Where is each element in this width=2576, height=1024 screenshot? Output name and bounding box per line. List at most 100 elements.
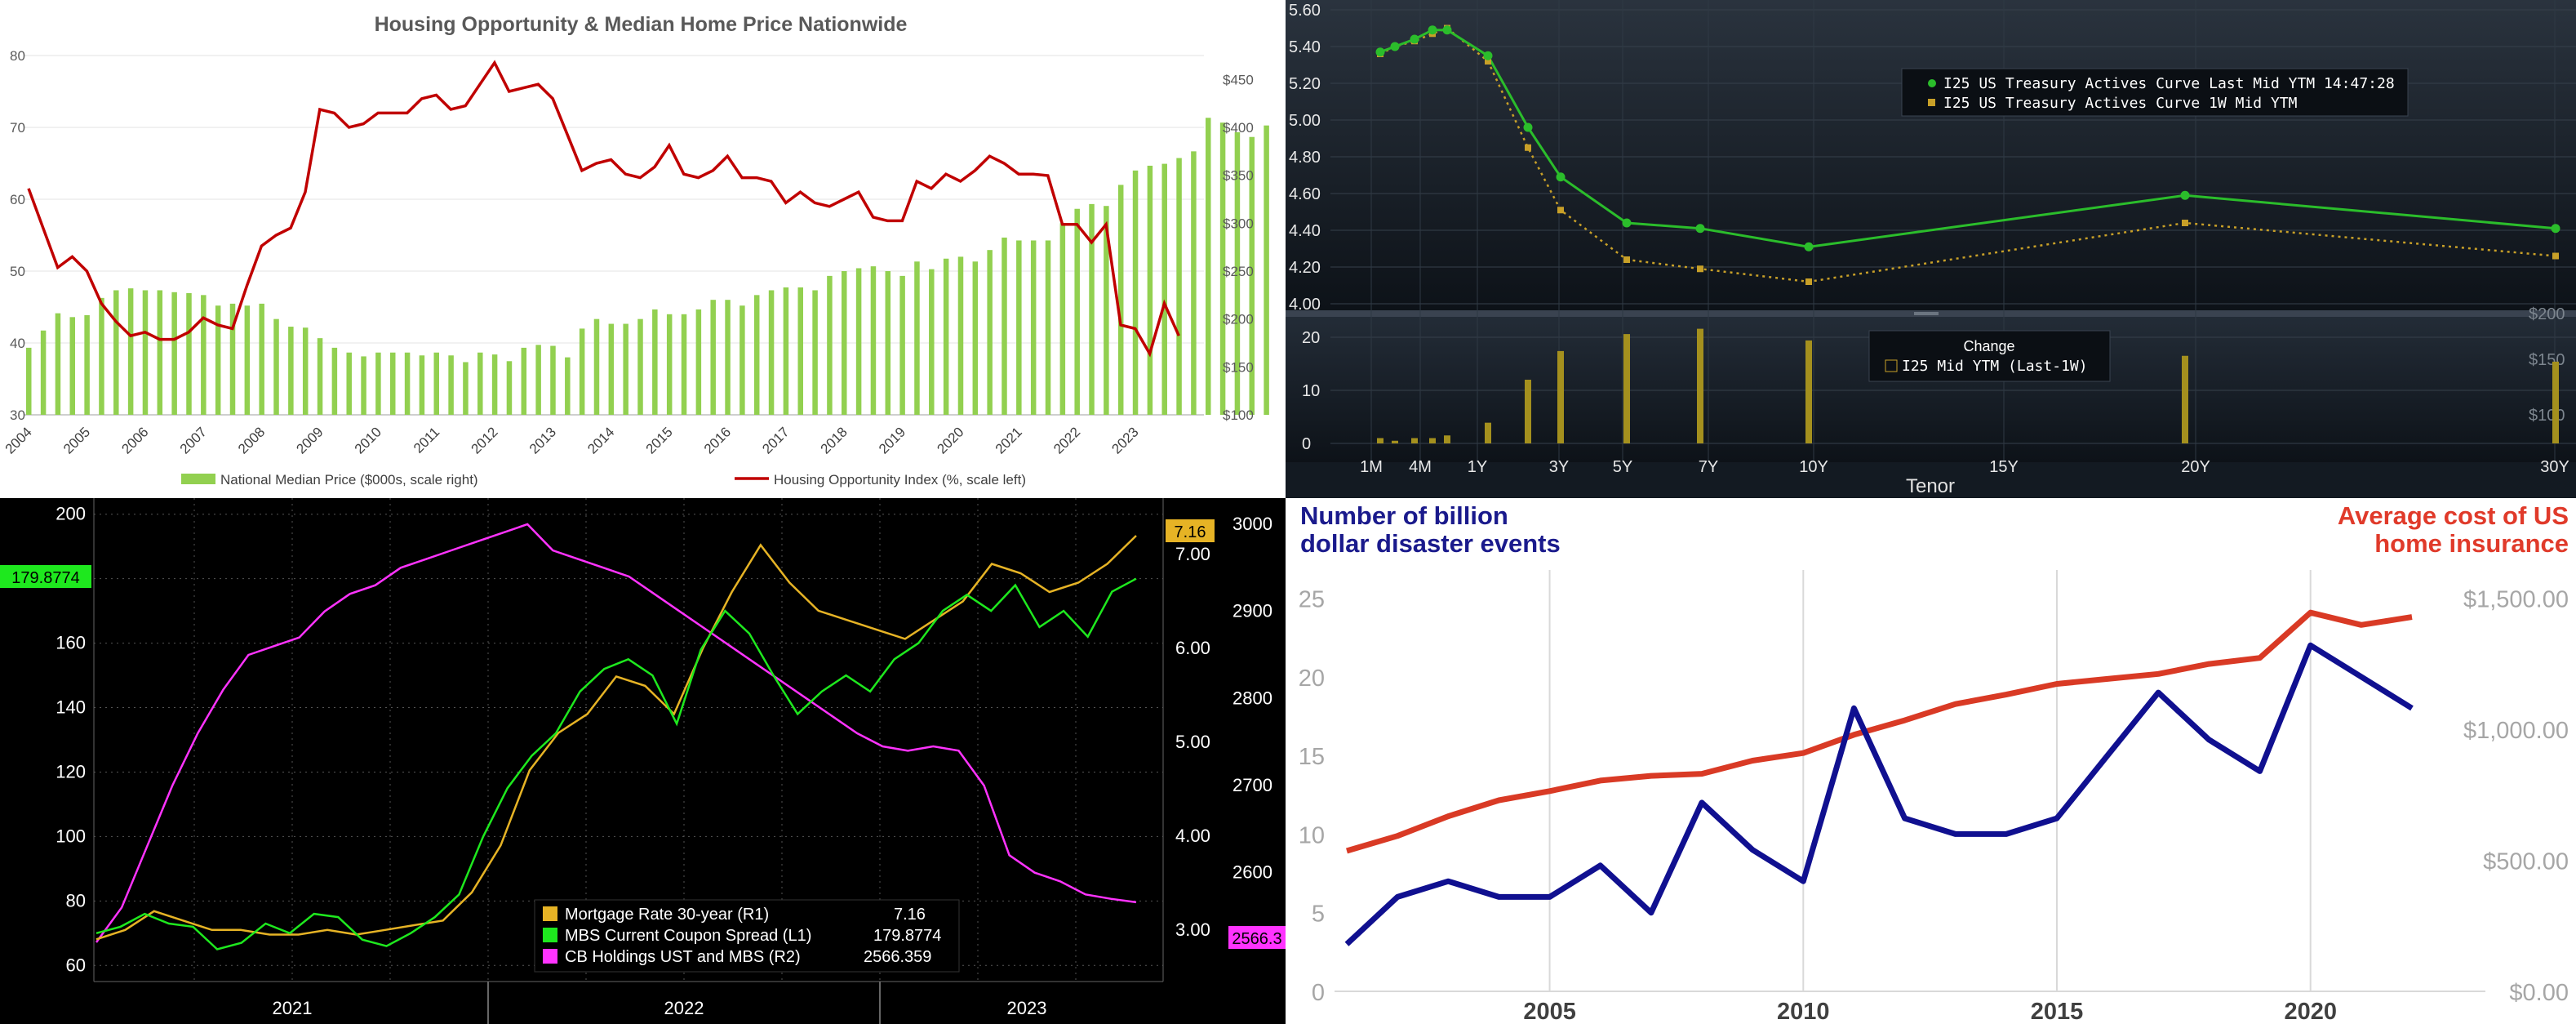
price-bar bbox=[710, 300, 716, 415]
week-curve-point bbox=[1525, 144, 1531, 151]
price-bar bbox=[1002, 237, 1007, 415]
price-bar bbox=[827, 275, 833, 415]
chart-title: Housing Opportunity & Median Home Price … bbox=[375, 13, 908, 36]
right-axis-tick: $250 bbox=[1223, 264, 1254, 279]
x-axis-tick: 2020 bbox=[934, 424, 966, 456]
x-axis-tick: 4M bbox=[1409, 458, 1432, 476]
r1-value-tag bbox=[1166, 519, 1215, 542]
price-bar bbox=[1206, 118, 1211, 415]
x-axis-tick: 2021 bbox=[273, 998, 313, 1018]
left-axis-tick: 140 bbox=[56, 697, 86, 718]
bottom-axis-tick: 10 bbox=[1302, 382, 1320, 400]
x-axis-tick: 7Y bbox=[1699, 458, 1718, 476]
last-curve-point bbox=[1442, 25, 1452, 35]
cb-holdings-line bbox=[95, 523, 1137, 943]
price-bar bbox=[521, 347, 527, 415]
price-bar bbox=[652, 309, 658, 415]
last-curve-point bbox=[2180, 190, 2190, 200]
left-axis-tick: 50 bbox=[10, 264, 25, 279]
price-bar bbox=[987, 250, 993, 415]
top-axis-tick: 5.20 bbox=[1289, 75, 1321, 93]
bottom-axis-tick: 0 bbox=[1302, 435, 1311, 453]
last-curve-point bbox=[1375, 47, 1385, 57]
price-bar bbox=[331, 347, 338, 415]
top-axis-tick: 4.40 bbox=[1289, 222, 1321, 240]
top-axis-tick: 5.00 bbox=[1289, 112, 1321, 130]
price-bar bbox=[1089, 203, 1095, 415]
r1-axis-tick: 3.00 bbox=[1175, 919, 1210, 940]
mbs-spread-chart: 2001801601401201008060 7.006.005.004.003… bbox=[0, 498, 1286, 1024]
change-bar bbox=[1485, 422, 1491, 443]
price-bar bbox=[186, 292, 192, 415]
price-bar bbox=[666, 314, 673, 415]
x-axis-tick: 2011 bbox=[411, 424, 442, 456]
week-curve-point bbox=[1623, 256, 1630, 263]
legend-hoi-label: Housing Opportunity Index (%, scale left… bbox=[774, 472, 1026, 488]
left-axis-tick: 200 bbox=[56, 504, 86, 524]
left-axis-tick: 5 bbox=[1312, 902, 1325, 928]
mbs-spread-svg: 2001801601401201008060 7.006.005.004.003… bbox=[0, 498, 1286, 1024]
left-axis-tick: 80 bbox=[66, 890, 86, 910]
price-bar bbox=[506, 361, 513, 415]
x-axis-tick: 30Y bbox=[2540, 458, 2569, 476]
price-bar bbox=[127, 288, 134, 415]
insurance-cost-line bbox=[1346, 609, 2413, 854]
x-axis-tick: 2009 bbox=[293, 424, 326, 456]
price-bar bbox=[288, 327, 294, 415]
r2-axis-tick: 2700 bbox=[1232, 775, 1272, 795]
left-axis-tick: 25 bbox=[1299, 587, 1325, 613]
x-axis-tick: 2007 bbox=[177, 424, 210, 456]
x-axis-tick: 2004 bbox=[2, 424, 35, 456]
right-axis-tick: $400 bbox=[1223, 120, 1254, 136]
last-curve-point bbox=[1804, 242, 1814, 252]
price-bar bbox=[1264, 125, 1269, 416]
r2-axis-tick: 2600 bbox=[1232, 862, 1272, 883]
price-bar bbox=[623, 323, 628, 415]
price-bar bbox=[84, 314, 90, 415]
legend-price-label: National Median Price ($000s, scale righ… bbox=[220, 472, 478, 488]
legend-mortgage-value: 7.16 bbox=[894, 906, 926, 924]
legend-mortgage-label: Mortgage Rate 30-year (R1) bbox=[565, 906, 769, 924]
price-bar bbox=[1132, 170, 1139, 416]
price-bar bbox=[40, 330, 47, 415]
x-axis-title: Tenor bbox=[1906, 475, 1955, 497]
last-curve-point bbox=[1483, 51, 1493, 60]
r2-axis-tick: 3000 bbox=[1232, 514, 1272, 534]
left-axis-tick: 10 bbox=[1299, 822, 1325, 848]
top-axis-tick: 4.20 bbox=[1289, 259, 1321, 277]
bottom-axis-tick: 20 bbox=[1302, 329, 1320, 347]
price-bar bbox=[842, 271, 847, 415]
hoi-series-line bbox=[27, 60, 1180, 358]
top-axis-tick: 5.40 bbox=[1289, 38, 1321, 56]
mortgage-rate-line bbox=[95, 535, 1137, 941]
price-bar bbox=[914, 261, 920, 415]
right-axis-tick: $150 bbox=[1223, 359, 1254, 375]
change-bar bbox=[1697, 328, 1703, 443]
price-bar bbox=[1176, 158, 1182, 415]
left-axis-tick: 15 bbox=[1299, 744, 1325, 770]
legend-swatch-week bbox=[1928, 99, 1935, 106]
left-value-tag bbox=[0, 565, 91, 588]
price-bar bbox=[535, 345, 541, 415]
legend-spread-label: MBS Current Coupon Spread (L1) bbox=[565, 927, 811, 945]
x-axis-tick: 2015 bbox=[2031, 999, 2084, 1024]
price-bar bbox=[317, 338, 323, 415]
price-bar bbox=[491, 354, 498, 415]
price-bar bbox=[1059, 223, 1066, 415]
treasury-curve-svg: 5.60 5.40 5.20 5.00 4.80 4.60 4.40 4.20 4.00 20 10… bbox=[1286, 0, 2576, 498]
disaster-events-line bbox=[1344, 642, 2414, 946]
price-bar bbox=[929, 269, 935, 415]
price-bar bbox=[142, 290, 149, 415]
price-bar bbox=[943, 258, 949, 415]
change-bar bbox=[1623, 334, 1630, 443]
curve-legend bbox=[1901, 68, 2409, 117]
right-axis-tick: $100 bbox=[1223, 407, 1254, 423]
price-bar bbox=[1117, 185, 1124, 415]
price-bar bbox=[113, 290, 119, 415]
left-axis-tick: 40 bbox=[10, 336, 25, 351]
bottom-axis-tick: $200 bbox=[2529, 305, 2565, 323]
x-axis-tick: 2014 bbox=[584, 424, 617, 456]
x-axis-tick: 2022 bbox=[664, 998, 704, 1018]
r2-axis-tick: 2900 bbox=[1232, 601, 1272, 621]
change-bar bbox=[1429, 438, 1436, 443]
